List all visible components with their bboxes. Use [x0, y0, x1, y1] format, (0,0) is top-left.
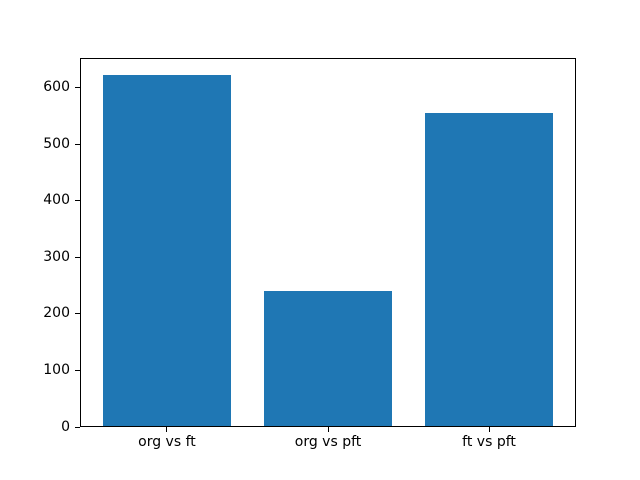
plot-area [80, 57, 576, 428]
y-tick-mark [75, 313, 80, 315]
bar-org-vs-pft [263, 291, 393, 428]
x-tick-label: org vs pft [294, 434, 362, 451]
bar-ft-vs-pft [424, 113, 554, 428]
y-tick-label: 300 [43, 248, 70, 265]
y-tick-label: 100 [43, 362, 70, 379]
y-tick-label: 500 [43, 135, 70, 152]
y-tick-mark [75, 426, 80, 428]
y-tick-label: 600 [43, 79, 70, 96]
y-tick-mark [75, 87, 80, 89]
x-tick-mark [488, 427, 490, 433]
y-tick-label: 400 [43, 192, 70, 209]
x-tick-mark [166, 427, 168, 433]
y-tick-mark [75, 143, 80, 145]
y-tick-label: 0 [61, 418, 70, 435]
x-tick-mark [327, 427, 329, 433]
bar-org-vs-ft [102, 75, 232, 428]
x-tick-label: ft vs pft [462, 434, 516, 451]
x-tick-label: org vs ft [138, 434, 196, 451]
y-tick-mark [75, 256, 80, 258]
y-tick-mark [75, 370, 80, 372]
y-tick-mark [75, 200, 80, 202]
y-tick-label: 200 [43, 305, 70, 322]
